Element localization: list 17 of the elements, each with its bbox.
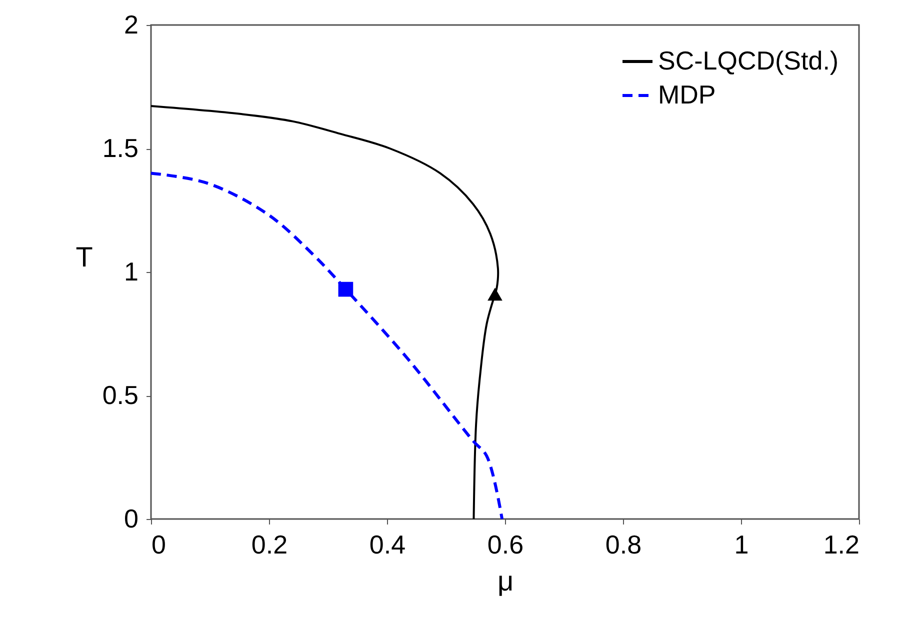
y-tick-label: 2 <box>124 10 138 40</box>
legend-label: MDP <box>658 80 716 110</box>
x-tick-label: 0 <box>152 530 166 560</box>
x-tick-label: 1 <box>734 530 749 560</box>
y-tick-label: 0 <box>124 504 138 534</box>
x-tick-label: 1.2 <box>823 530 860 560</box>
x-tick-label: 0.2 <box>251 530 288 560</box>
line-series <box>150 172 504 520</box>
y-tick-label: 1 <box>124 256 138 286</box>
legend-label: SC-LQCD(Std.) <box>658 46 839 76</box>
y-tick-label: 1.5 <box>102 133 138 163</box>
x-tick-label: 0.4 <box>369 530 406 560</box>
x-axis-title: μ <box>497 566 514 596</box>
y-axis-title: T <box>76 242 93 272</box>
x-tick-label: 0.8 <box>605 530 642 560</box>
y-tick-label: 0.5 <box>102 380 138 410</box>
x-tick-label: 0.6 <box>487 530 524 560</box>
